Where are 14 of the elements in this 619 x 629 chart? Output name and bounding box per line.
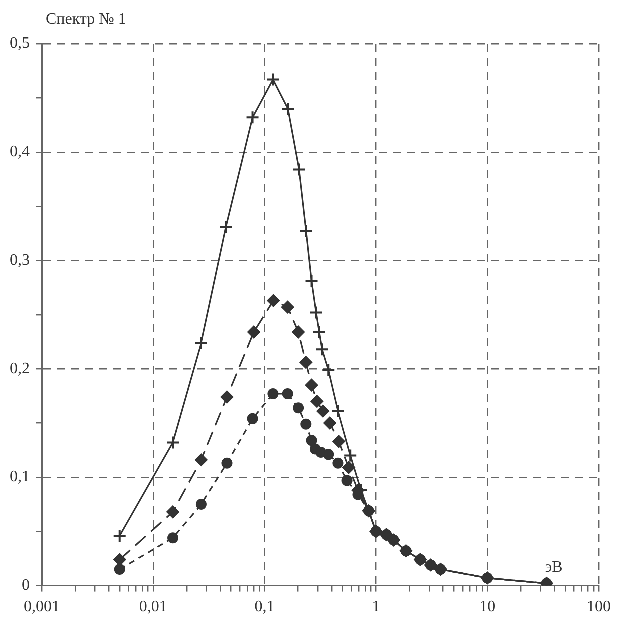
y-tick-label: 0,4 [10, 144, 30, 161]
y-tick-label: 0 [22, 577, 30, 594]
y-axis-title: Спектр № 1 [46, 11, 126, 28]
x-tick-label: 0,01 [139, 598, 168, 616]
y-tick-label: 0,2 [10, 360, 30, 378]
x-tick-label: 1 [372, 598, 380, 616]
x-tick-label: 100 [587, 598, 611, 616]
x-tick-label: 0,001 [24, 598, 60, 616]
y-tick-label: 0,1 [10, 468, 30, 486]
x-tick-label: 10 [480, 598, 496, 616]
x-tick-label: 0,1 [254, 598, 275, 616]
y-tick-label: 0,5 [10, 35, 30, 52]
x-axis-title: эВ [545, 559, 563, 576]
y-tick-label: 0,3 [10, 252, 30, 269]
